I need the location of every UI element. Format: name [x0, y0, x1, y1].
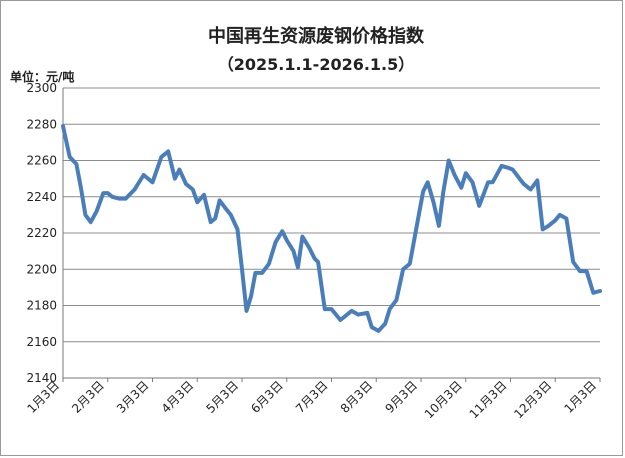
x-tick-label: 4月3日 — [159, 378, 197, 416]
x-tick-label: 2月3日 — [69, 378, 107, 416]
y-tick-label: 2180 — [26, 299, 57, 313]
y-tick-label: 2220 — [26, 226, 57, 240]
gridlines — [63, 87, 600, 343]
series-line-0 — [61, 124, 602, 333]
series-layer — [61, 124, 602, 333]
y-tick-label: 2240 — [26, 190, 57, 204]
x-tick-label: 1月3日 — [561, 378, 599, 416]
x-tick-label: 5月3日 — [203, 378, 241, 416]
x-tick-label: 6月3日 — [248, 378, 286, 416]
y-tick-label: 2140 — [26, 371, 57, 385]
x-tick-label: 11月3日 — [467, 378, 510, 421]
y-tick-label: 2200 — [26, 262, 57, 276]
y-tick-label: 2280 — [26, 117, 57, 131]
chart-title: 中国再生资源废钢价格指数 — [208, 25, 425, 47]
y-axis-ticks: 2140 2160 2180 2200 2220 2240 2260 2280 2300 — [26, 81, 57, 385]
x-tick-label: 7月3日 — [293, 378, 331, 416]
y-axis-unit-label: 单位：元/吨 — [10, 69, 74, 84]
x-tick-label: 3月3日 — [114, 378, 152, 416]
x-axis-ticks: 1月3日 2月3日 3月3日 4月3日 5月3日 6月3日 7月3日 8月3日 9月3日 10月3… — [24, 378, 601, 421]
x-tick-label: 8月3日 — [338, 378, 376, 416]
chart-subtitle: （2025.1.1-2026.1.5） — [218, 55, 415, 74]
y-tick-label: 2260 — [26, 154, 57, 168]
x-tick-label: 9月3日 — [382, 378, 420, 416]
y-tick-label: 2300 — [26, 81, 57, 95]
x-tick-label: 10月3日 — [422, 378, 465, 421]
y-tick-label: 2160 — [26, 335, 57, 349]
x-tick-label: 12月3日 — [511, 378, 554, 421]
